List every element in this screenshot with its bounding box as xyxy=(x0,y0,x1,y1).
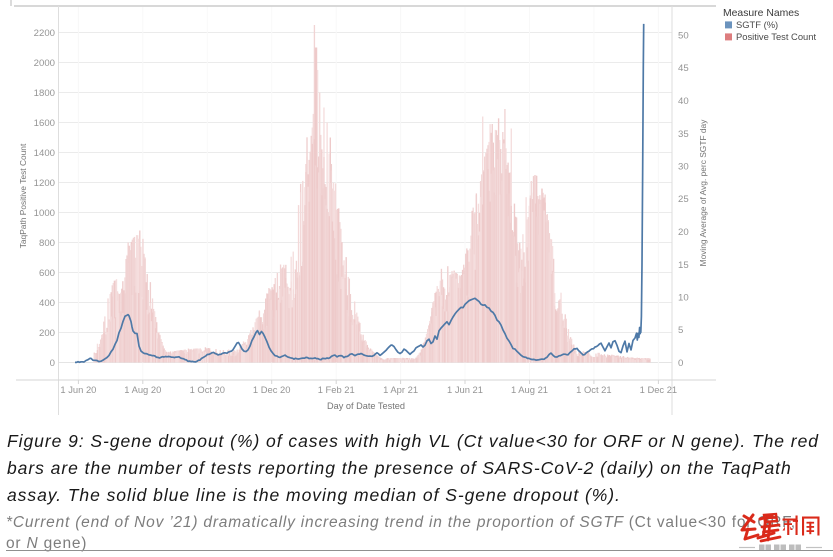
svg-text:5: 5 xyxy=(678,325,683,336)
svg-text:1 Jun 21: 1 Jun 21 xyxy=(447,384,483,395)
svg-text:1400: 1400 xyxy=(34,148,55,159)
svg-text:1000: 1000 xyxy=(34,208,55,219)
svg-text:1 Oct 21: 1 Oct 21 xyxy=(576,384,611,395)
svg-text:1 Feb 21: 1 Feb 21 xyxy=(318,384,355,395)
svg-text:30: 30 xyxy=(678,162,689,173)
svg-text:35: 35 xyxy=(678,129,689,140)
svg-text:400: 400 xyxy=(39,298,55,309)
svg-text:40: 40 xyxy=(678,96,689,107)
svg-text:20: 20 xyxy=(678,227,689,238)
svg-text:1 Dec 20: 1 Dec 20 xyxy=(253,384,291,395)
svg-text:1 Aug 20: 1 Aug 20 xyxy=(124,384,161,395)
svg-text:Positive Test Count: Positive Test Count xyxy=(736,31,816,42)
svg-text:0: 0 xyxy=(50,358,55,369)
svg-text:1 Jun 20: 1 Jun 20 xyxy=(60,384,96,395)
svg-text:0: 0 xyxy=(678,358,683,369)
svg-text:1 Dec 21: 1 Dec 21 xyxy=(640,384,678,395)
svg-text:50: 50 xyxy=(678,31,689,42)
svg-text:800: 800 xyxy=(39,238,55,249)
svg-text:10: 10 xyxy=(678,293,689,304)
svg-text:2200: 2200 xyxy=(34,28,55,39)
svg-text:600: 600 xyxy=(39,268,55,279)
svg-text:200: 200 xyxy=(39,328,55,339)
svg-text:1600: 1600 xyxy=(34,118,55,129)
svg-text:Moving Average of Avg. perc SG: Moving Average of Avg. perc SGTF day xyxy=(698,119,708,267)
svg-text:1 Oct 20: 1 Oct 20 xyxy=(190,384,225,395)
svg-text:Measure Names: Measure Names xyxy=(723,8,799,19)
svg-text:25: 25 xyxy=(678,194,689,205)
svg-text:SGTF (%): SGTF (%) xyxy=(736,19,778,30)
svg-text:Day of Date Tested: Day of Date Tested xyxy=(327,401,405,411)
svg-text:45: 45 xyxy=(678,63,689,74)
svg-text:TaqPath Positive Test Count: TaqPath Positive Test Count xyxy=(18,143,28,248)
svg-text:1 Apr 21: 1 Apr 21 xyxy=(383,384,418,395)
svg-text:1200: 1200 xyxy=(34,178,55,189)
svg-text:1800: 1800 xyxy=(34,88,55,99)
svg-text:1 Aug 21: 1 Aug 21 xyxy=(511,384,548,395)
svg-text:2000: 2000 xyxy=(34,58,55,69)
svg-text:15: 15 xyxy=(678,260,689,271)
